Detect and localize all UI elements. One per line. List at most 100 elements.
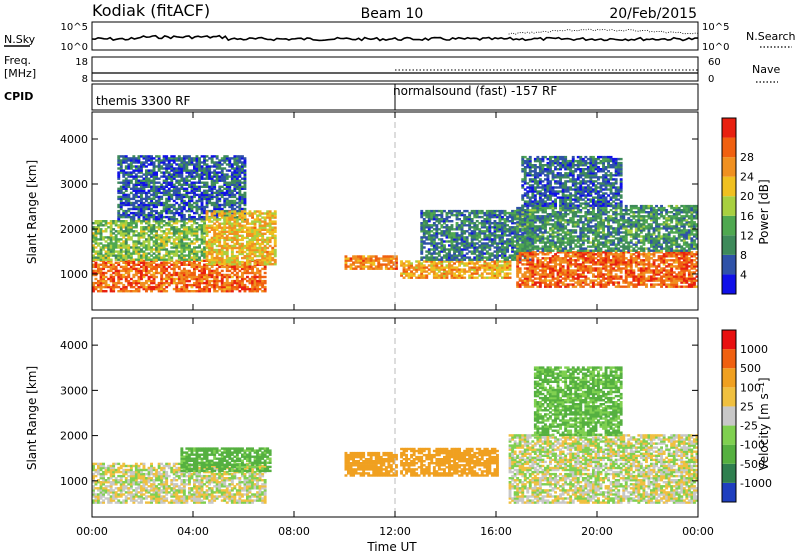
heatmap-cell bbox=[470, 272, 474, 275]
heatmap-cell bbox=[420, 213, 424, 217]
heatmap-cell bbox=[496, 264, 499, 267]
heatmap-cell bbox=[175, 246, 179, 249]
heatmap-cell bbox=[435, 272, 439, 275]
heatmap-cell bbox=[167, 189, 171, 192]
heatmap-cell bbox=[182, 273, 186, 277]
heatmap-cell bbox=[205, 197, 209, 201]
heatmap-cell bbox=[185, 248, 189, 251]
heatmap-cell bbox=[155, 211, 158, 215]
heatmap-cell bbox=[145, 263, 148, 266]
heatmap-cell bbox=[137, 169, 141, 172]
heatmap-cell bbox=[498, 230, 502, 233]
heatmap-cell bbox=[99, 285, 103, 289]
heatmap-cell bbox=[180, 173, 184, 176]
heatmap-cell bbox=[220, 256, 224, 260]
heatmap-cell bbox=[102, 256, 105, 259]
heatmap-cell bbox=[145, 175, 148, 178]
heatmap-cell bbox=[129, 171, 133, 174]
heatmap-cell bbox=[584, 257, 588, 260]
heatmap-cell bbox=[170, 250, 174, 253]
heatmap-cell bbox=[177, 207, 181, 211]
heatmap-cell bbox=[425, 270, 429, 273]
heatmap-cell bbox=[215, 213, 219, 217]
heatmap-cell bbox=[496, 236, 499, 239]
heatmap-cell bbox=[518, 267, 522, 270]
heatmap-cell bbox=[165, 171, 169, 174]
heatmap-cell bbox=[203, 211, 206, 215]
heatmap-cell bbox=[256, 210, 259, 213]
heatmap-cell bbox=[152, 169, 156, 172]
heatmap-cell bbox=[238, 265, 242, 269]
heatmap-cell bbox=[203, 159, 206, 162]
heatmap-cell bbox=[400, 262, 403, 265]
heatmap-cell bbox=[190, 157, 194, 160]
heatmap-cell bbox=[455, 248, 459, 251]
heatmap-cell bbox=[162, 189, 166, 192]
heatmap-cell bbox=[594, 261, 598, 264]
heatmap-cell bbox=[498, 270, 502, 273]
heatmap-cell bbox=[435, 215, 439, 219]
heatmap-cell bbox=[157, 201, 161, 205]
heatmap-cell bbox=[208, 250, 211, 254]
heatmap-cell bbox=[448, 254, 451, 257]
heatmap-cell bbox=[384, 259, 388, 262]
heatmap-cell bbox=[172, 157, 176, 160]
heatmap-cell bbox=[458, 238, 461, 241]
heatmap-cell bbox=[198, 218, 201, 221]
heatmap-cell bbox=[496, 215, 499, 219]
heatmap-cell bbox=[210, 197, 214, 201]
heatmap-cell bbox=[193, 181, 196, 184]
heatmap-cell bbox=[478, 222, 482, 225]
heatmap-cell bbox=[205, 242, 209, 246]
heatmap-cell bbox=[241, 265, 244, 269]
heatmap-cell bbox=[427, 228, 431, 231]
heatmap-cell bbox=[443, 260, 446, 263]
heatmap-cell bbox=[157, 226, 161, 229]
heatmap-cell bbox=[455, 274, 459, 277]
heatmap-cell bbox=[518, 277, 522, 280]
heatmap-cell bbox=[516, 285, 520, 288]
heatmap-cell bbox=[167, 173, 171, 176]
heatmap-cell bbox=[185, 222, 189, 225]
heatmap-cell bbox=[225, 189, 229, 192]
heatmap-cell bbox=[554, 267, 557, 270]
heatmap-cell bbox=[132, 230, 136, 233]
heatmap-cell bbox=[210, 183, 214, 186]
heatmap-cell bbox=[478, 228, 482, 231]
heatmap-cell bbox=[420, 276, 424, 279]
heatmap-cell bbox=[473, 248, 477, 251]
heatmap-cell bbox=[445, 270, 449, 273]
heatmap-cell bbox=[170, 277, 174, 281]
heatmap-cell bbox=[465, 224, 469, 227]
heatmap-cell bbox=[243, 175, 247, 178]
heatmap-cell bbox=[420, 246, 424, 249]
heatmap-cell bbox=[463, 276, 467, 279]
heatmap-cell bbox=[140, 236, 143, 239]
heatmap-cell bbox=[152, 234, 156, 237]
heatmap-cell bbox=[122, 185, 126, 188]
heatmap-cell bbox=[235, 263, 239, 266]
heatmap-cell bbox=[251, 250, 254, 254]
heatmap-cell bbox=[498, 211, 502, 215]
heatmap-cell bbox=[193, 267, 196, 271]
heatmap-cell bbox=[165, 254, 169, 257]
heatmap-cell bbox=[122, 256, 126, 259]
heatmap-cell bbox=[480, 258, 484, 261]
heatmap-cell bbox=[188, 248, 191, 251]
heatmap-cell bbox=[395, 259, 398, 262]
heatmap-cell bbox=[203, 248, 206, 251]
heatmap-cell bbox=[132, 273, 136, 277]
heatmap-cell bbox=[243, 214, 247, 217]
heatmap-cell bbox=[152, 256, 156, 259]
heatmap-cell bbox=[180, 215, 184, 219]
heatmap-cell bbox=[483, 264, 487, 267]
heatmap-cell bbox=[574, 261, 578, 264]
heatmap-cell bbox=[205, 246, 209, 250]
heatmap-cell bbox=[258, 271, 262, 275]
heatmap-cell bbox=[193, 189, 196, 192]
heatmap-cell bbox=[203, 230, 206, 233]
heatmap-cell bbox=[480, 220, 484, 223]
heatmap-cell bbox=[501, 236, 504, 239]
heatmap-cell bbox=[218, 260, 222, 264]
heatmap-cell bbox=[200, 234, 204, 237]
